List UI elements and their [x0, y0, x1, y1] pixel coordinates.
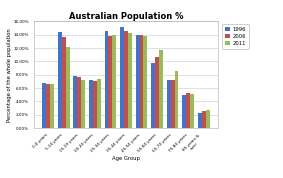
Title: Australian Population %: Australian Population % [69, 12, 183, 21]
Bar [186, 93, 190, 128]
Bar [66, 47, 70, 128]
Bar [151, 63, 155, 128]
Bar [202, 111, 206, 128]
Bar [159, 50, 163, 128]
Legend: 1996, 2006, 2011: 1996, 2006, 2011 [222, 24, 248, 49]
Bar [46, 84, 50, 128]
Bar [128, 33, 132, 128]
Bar [97, 79, 101, 128]
Bar [124, 31, 128, 128]
Bar [112, 35, 116, 128]
Bar [190, 94, 194, 128]
Bar [73, 76, 77, 128]
Bar [58, 32, 62, 128]
Bar [136, 35, 140, 128]
Bar [206, 110, 209, 128]
Bar [50, 84, 54, 128]
X-axis label: Age Group: Age Group [112, 156, 140, 161]
Y-axis label: Percentage of the whole population: Percentage of the whole population [7, 28, 12, 122]
Bar [140, 35, 143, 128]
Bar [42, 83, 46, 128]
Bar [155, 57, 159, 128]
Bar [77, 77, 81, 128]
Bar [198, 114, 202, 128]
Bar [120, 27, 124, 128]
Bar [175, 71, 179, 128]
Bar [81, 80, 85, 128]
Bar [89, 80, 93, 128]
Bar [167, 80, 171, 128]
Bar [171, 80, 175, 128]
Bar [108, 36, 112, 128]
Bar [182, 95, 186, 128]
Bar [143, 36, 147, 128]
Bar [62, 37, 66, 128]
Bar [104, 31, 108, 128]
Bar [93, 81, 97, 128]
